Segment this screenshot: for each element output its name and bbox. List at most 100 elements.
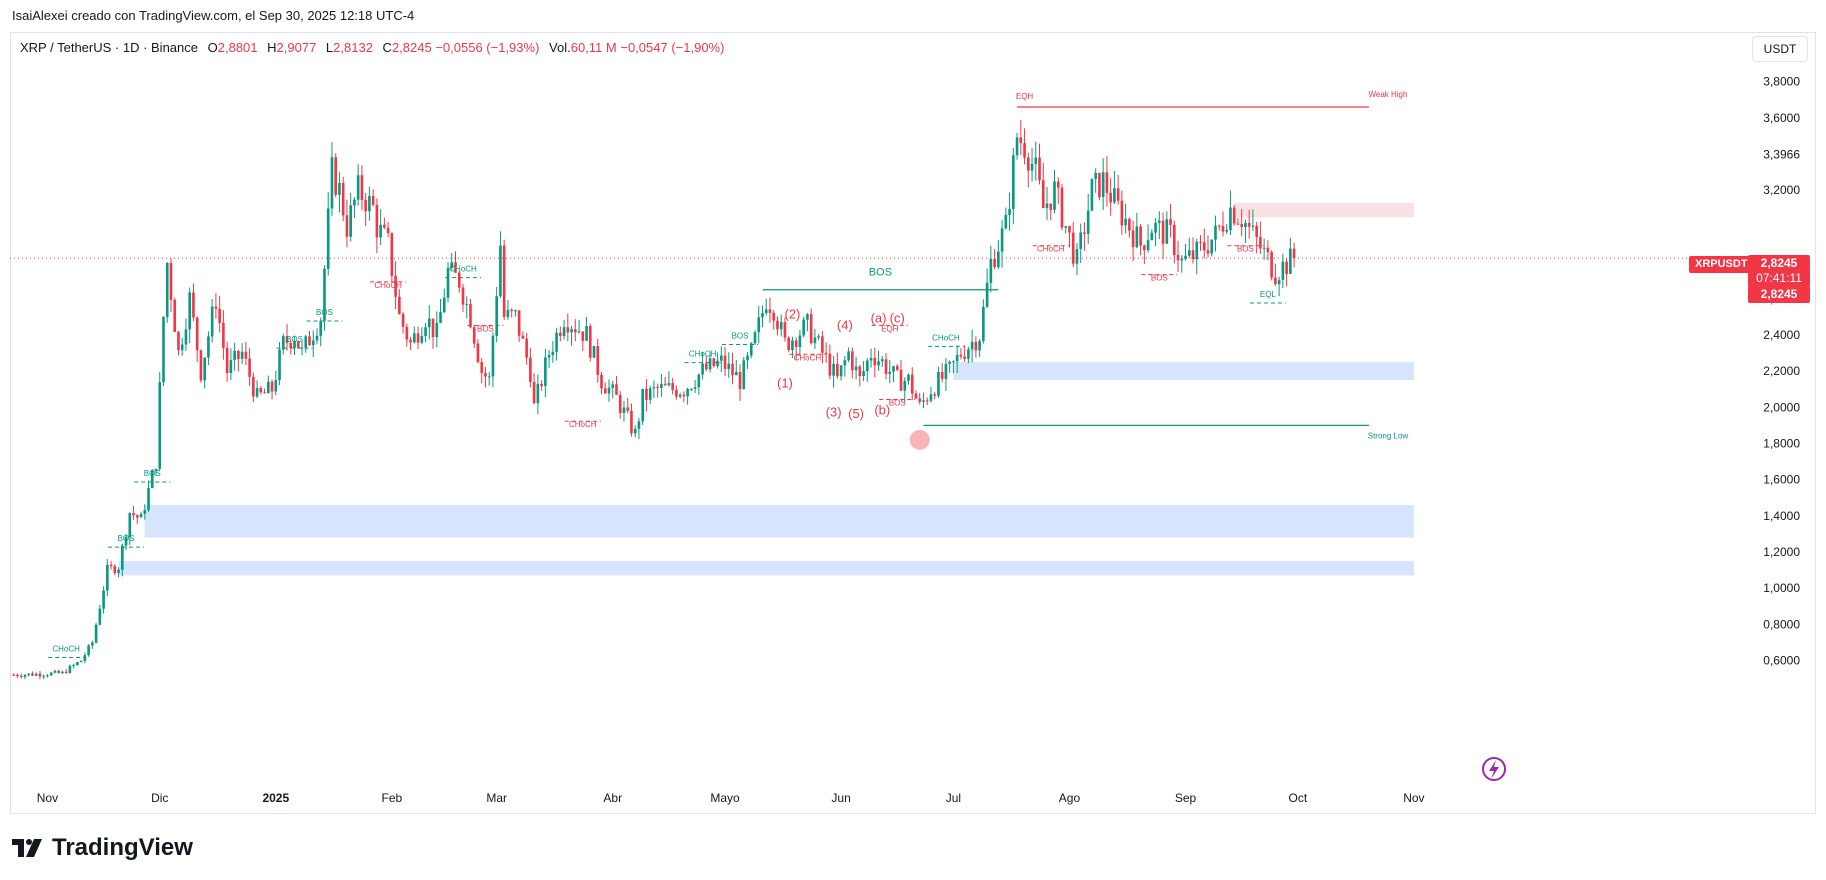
candle-120	[461, 283, 465, 313]
candle-316	[1195, 238, 1199, 275]
candle-307	[1161, 212, 1165, 259]
candle-116	[446, 262, 450, 303]
candle-250	[948, 360, 951, 373]
candle-body	[218, 308, 221, 323]
candle-74	[289, 340, 293, 355]
candle-body	[929, 394, 933, 401]
candle-19	[83, 652, 87, 664]
currency-button[interactable]: USDT	[1752, 36, 1808, 62]
candle-188	[716, 352, 719, 369]
candle-137	[525, 332, 528, 365]
candle-53	[210, 299, 214, 343]
candle-133	[510, 308, 513, 318]
candle-24	[102, 586, 105, 614]
candle-body	[910, 374, 914, 394]
candle-23	[98, 604, 102, 626]
candle-body	[1210, 239, 1214, 254]
candle-200	[761, 305, 764, 328]
candle-body	[1098, 172, 1101, 198]
candle-body	[109, 564, 113, 567]
candle-body	[588, 325, 592, 358]
candle-168	[641, 388, 644, 425]
candle-139	[532, 373, 536, 405]
candle-body	[360, 175, 364, 201]
candle-189	[719, 346, 723, 372]
candle-body	[420, 336, 424, 343]
candle-71	[278, 341, 281, 386]
candle-96	[371, 189, 375, 207]
candle-224	[851, 347, 854, 379]
y-tick-2: 3,3966	[1763, 148, 1800, 162]
candle-25	[106, 559, 109, 596]
candle-body	[31, 673, 34, 676]
candle-body	[821, 336, 824, 353]
candle-180	[686, 387, 689, 405]
candle-body	[712, 358, 716, 367]
candle-body	[866, 360, 869, 372]
candle-body	[1086, 210, 1090, 234]
candle-body	[375, 204, 379, 238]
candle-301	[1139, 223, 1142, 256]
tradingview-logo[interactable]: TradingView	[12, 834, 193, 862]
annotation-1: BOS	[118, 534, 135, 543]
candle-121	[465, 296, 469, 319]
candle-body	[1068, 226, 1071, 233]
candle-body	[1034, 157, 1038, 164]
x-tick-8: Jul	[946, 791, 961, 805]
candle-183	[697, 373, 701, 395]
candle-339	[1281, 253, 1285, 289]
candle-body	[573, 329, 577, 333]
candle-65	[255, 380, 259, 399]
candle-body	[499, 245, 502, 297]
candle-320	[1210, 239, 1214, 257]
candle-228	[866, 358, 869, 382]
candle-body	[708, 358, 712, 370]
candle-body	[772, 312, 776, 321]
legend-close: 2,8245	[391, 40, 432, 55]
chart-frame[interactable]	[10, 32, 1816, 814]
candle-body	[1255, 225, 1258, 238]
annotation-10: BOS	[732, 332, 749, 341]
candle-body	[1120, 200, 1124, 226]
x-tick-12: Nov	[1403, 791, 1424, 805]
candle-body	[603, 388, 607, 394]
candle-body	[1274, 277, 1277, 285]
candle-body	[416, 333, 420, 343]
candle-80	[311, 330, 315, 357]
candle-21	[91, 640, 94, 649]
candle-12	[57, 669, 60, 674]
candle-295	[1116, 175, 1120, 205]
candle-body	[293, 341, 296, 348]
candle-body	[652, 387, 656, 389]
last-price-tag: 2,8245 07:41:11	[1748, 255, 1810, 287]
candle-body	[128, 513, 132, 537]
candle-body	[884, 359, 888, 374]
candle-312	[1180, 255, 1184, 273]
candle-195	[742, 357, 746, 390]
close-price-tag: 2,8245	[1748, 286, 1810, 303]
legend-symbol: XRP / TetherUS · 1D · Binance	[20, 40, 198, 55]
candle-body	[180, 344, 184, 351]
candle-28	[117, 567, 120, 578]
candle-body	[562, 327, 566, 337]
candle-289	[1094, 168, 1097, 193]
candle-body	[551, 351, 555, 356]
candle-body	[540, 383, 543, 387]
candle-body	[188, 292, 192, 330]
candle-body	[678, 394, 682, 397]
candle-204	[776, 316, 779, 336]
candle-37	[150, 469, 154, 489]
candle-110	[424, 322, 427, 343]
flash-icon[interactable]	[1482, 757, 1506, 781]
candle-293	[1109, 178, 1112, 216]
candle-body	[390, 233, 394, 276]
candle-body	[53, 670, 57, 673]
candle-47	[188, 287, 192, 344]
candle-263	[997, 240, 1000, 270]
symbol-legend[interactable]: XRP / TetherUS · 1D · Binance O2,8801 H2…	[20, 40, 724, 55]
candle-body	[27, 673, 31, 675]
candle-body	[1090, 178, 1094, 211]
candle-114	[439, 298, 442, 324]
candle-31	[128, 512, 132, 545]
